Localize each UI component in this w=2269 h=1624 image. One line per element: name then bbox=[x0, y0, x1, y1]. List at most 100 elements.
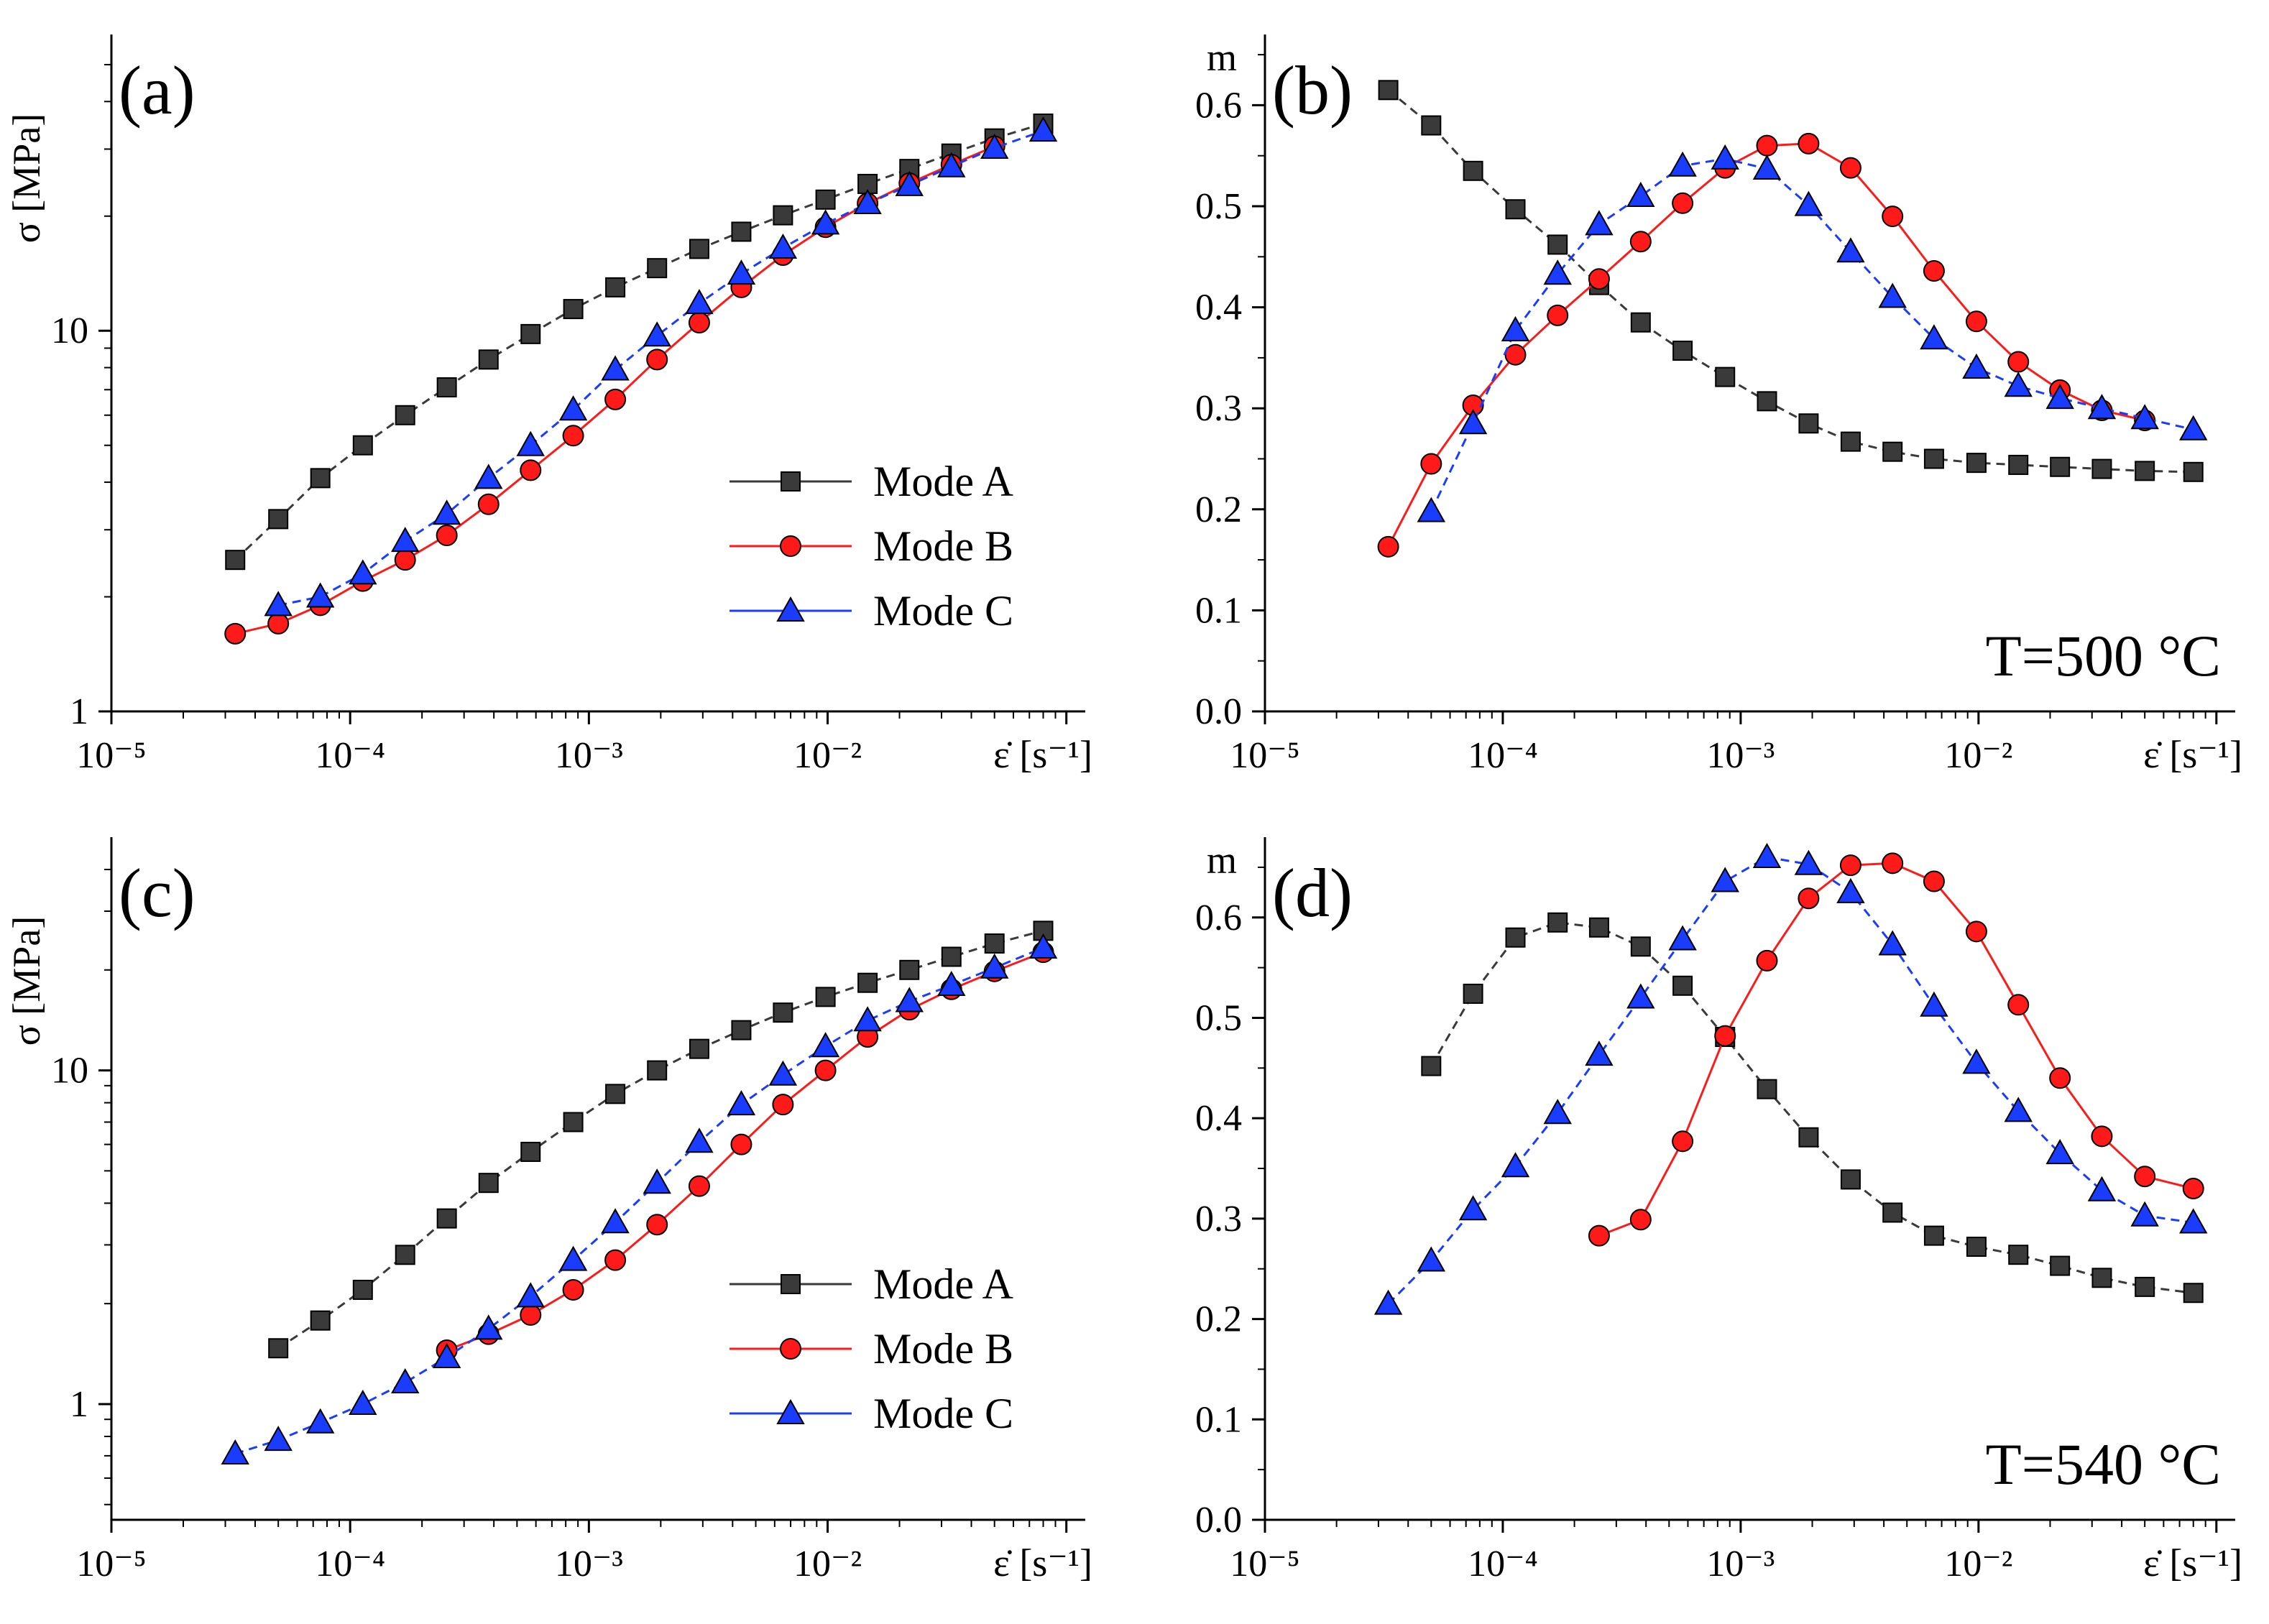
x-axis-label: ε̇ [s⁻¹] bbox=[993, 733, 1092, 776]
legend-marker bbox=[781, 1274, 801, 1294]
data-point bbox=[1756, 949, 1778, 972]
legend-label: Mode B bbox=[873, 1325, 1013, 1372]
data-point bbox=[520, 323, 541, 344]
data-point bbox=[2045, 384, 2074, 410]
data-point bbox=[980, 133, 1009, 159]
series-mode-b bbox=[1588, 852, 2204, 1247]
x-axis-label: ε̇ [s⁻¹] bbox=[2143, 1541, 2242, 1584]
data-point bbox=[604, 388, 627, 410]
data-point bbox=[1711, 144, 1739, 170]
series-mode-a bbox=[1378, 80, 2204, 482]
data-point bbox=[563, 1112, 584, 1132]
data-point bbox=[516, 1282, 545, 1308]
legend-label: Mode C bbox=[873, 587, 1013, 635]
legend: Mode A Mode B Mode C bbox=[730, 458, 1013, 635]
data-point bbox=[1840, 1169, 1861, 1190]
data-point bbox=[1923, 1225, 1944, 1246]
data-point bbox=[436, 1208, 457, 1229]
series-mode-c bbox=[221, 933, 1058, 1465]
legend-entry-mode-b: Mode B bbox=[730, 1325, 1013, 1372]
temperature-label: T=500 °C bbox=[1986, 623, 2221, 688]
data-point bbox=[305, 1408, 335, 1434]
data-point bbox=[2182, 1177, 2204, 1199]
legend-marker bbox=[781, 471, 801, 492]
data-point bbox=[558, 395, 588, 421]
data-point bbox=[391, 527, 420, 553]
data-point bbox=[520, 1304, 542, 1326]
data-point bbox=[1923, 870, 1945, 892]
panel-b: 10⁻⁵ 10⁻⁴ 10⁻³ 10⁻² 0.0 0.1 0.2 0.3 0.4 0.5 0.6 ε̇ … bbox=[1195, 34, 2242, 776]
y-tick-label: 0.3 bbox=[1195, 388, 1242, 429]
data-point bbox=[391, 1367, 420, 1394]
data-point bbox=[1668, 151, 1697, 177]
data-point bbox=[1629, 231, 1652, 253]
data-point bbox=[2004, 1097, 2033, 1122]
data-point bbox=[1585, 1041, 1614, 1066]
data-point bbox=[727, 1090, 756, 1116]
data-point bbox=[520, 1141, 541, 1162]
data-point bbox=[1463, 983, 1483, 1004]
series-mode-a bbox=[268, 921, 1054, 1359]
data-point bbox=[310, 468, 331, 489]
x-tick-label: 10⁻² bbox=[1944, 1544, 2012, 1584]
data-point bbox=[2183, 1283, 2204, 1304]
data-point bbox=[1417, 1246, 1446, 1272]
y-tick-label: 0.5 bbox=[1195, 186, 1242, 227]
legend-entry-mode-c: Mode C bbox=[730, 1390, 1013, 1437]
x-tick-label: 10⁻⁵ bbox=[1230, 735, 1300, 776]
data-point bbox=[1714, 1025, 1736, 1047]
data-point bbox=[1588, 1224, 1610, 1247]
data-point bbox=[1668, 925, 1697, 951]
data-point bbox=[2134, 1166, 2156, 1188]
legend-entry-mode-c: Mode C bbox=[730, 587, 1013, 635]
data-point bbox=[1377, 535, 1399, 558]
data-point bbox=[1501, 1152, 1530, 1178]
data-point bbox=[225, 550, 246, 571]
data-point bbox=[1923, 259, 1945, 282]
panel-d: 10⁻⁵ 10⁻⁴ 10⁻³ 10⁻² 0.0 0.1 0.2 0.3 0.4 0.5 0.6 ε̇ … bbox=[1195, 837, 2242, 1584]
data-point bbox=[1626, 181, 1655, 207]
x-tick-label: 10⁻⁵ bbox=[1230, 1544, 1300, 1584]
data-point bbox=[768, 1060, 798, 1086]
data-point bbox=[1794, 190, 1823, 216]
data-point bbox=[310, 1310, 331, 1331]
data-point bbox=[2087, 394, 2117, 420]
data-point bbox=[731, 221, 752, 242]
data-point bbox=[2007, 351, 2030, 373]
data-point bbox=[1547, 234, 1568, 255]
y-tick-label: 10 bbox=[51, 310, 88, 351]
x-axis-label: ε̇ [s⁻¹] bbox=[2143, 733, 2242, 776]
x-tick-label: 10⁻² bbox=[1944, 735, 2012, 776]
y-axis-label: σ [MPa] bbox=[5, 114, 48, 244]
data-point bbox=[2179, 1208, 2208, 1234]
data-point bbox=[1966, 1237, 1987, 1257]
legend-entry-mode-a: Mode A bbox=[730, 458, 1013, 505]
data-point bbox=[1836, 237, 1865, 263]
data-point bbox=[1588, 268, 1610, 290]
data-point bbox=[516, 430, 545, 456]
data-point bbox=[853, 1006, 882, 1032]
data-point bbox=[2130, 404, 2159, 430]
x-tick-label: 10⁻³ bbox=[555, 735, 623, 776]
y-tick-label: 10 bbox=[51, 1051, 88, 1092]
y-tick-label: 0.4 bbox=[1195, 287, 1242, 328]
data-point bbox=[815, 189, 836, 210]
data-point bbox=[1798, 413, 1819, 434]
data-point bbox=[1920, 324, 1948, 350]
legend-label: Mode A bbox=[873, 458, 1013, 505]
data-point bbox=[2183, 461, 2204, 482]
data-point bbox=[1839, 854, 1861, 877]
data-point bbox=[221, 1439, 249, 1465]
y-tick-label: 0.1 bbox=[1195, 1399, 1242, 1440]
data-point bbox=[2087, 1176, 2117, 1201]
data-point bbox=[814, 1059, 837, 1081]
data-point bbox=[477, 493, 500, 515]
data-point bbox=[520, 459, 542, 481]
data-point bbox=[857, 972, 878, 993]
x-tick-label: 10⁻³ bbox=[1706, 1544, 1775, 1584]
legend-label: Mode B bbox=[873, 522, 1013, 570]
data-point bbox=[1798, 1127, 1819, 1148]
data-point bbox=[1417, 497, 1446, 522]
data-point bbox=[432, 1342, 461, 1369]
